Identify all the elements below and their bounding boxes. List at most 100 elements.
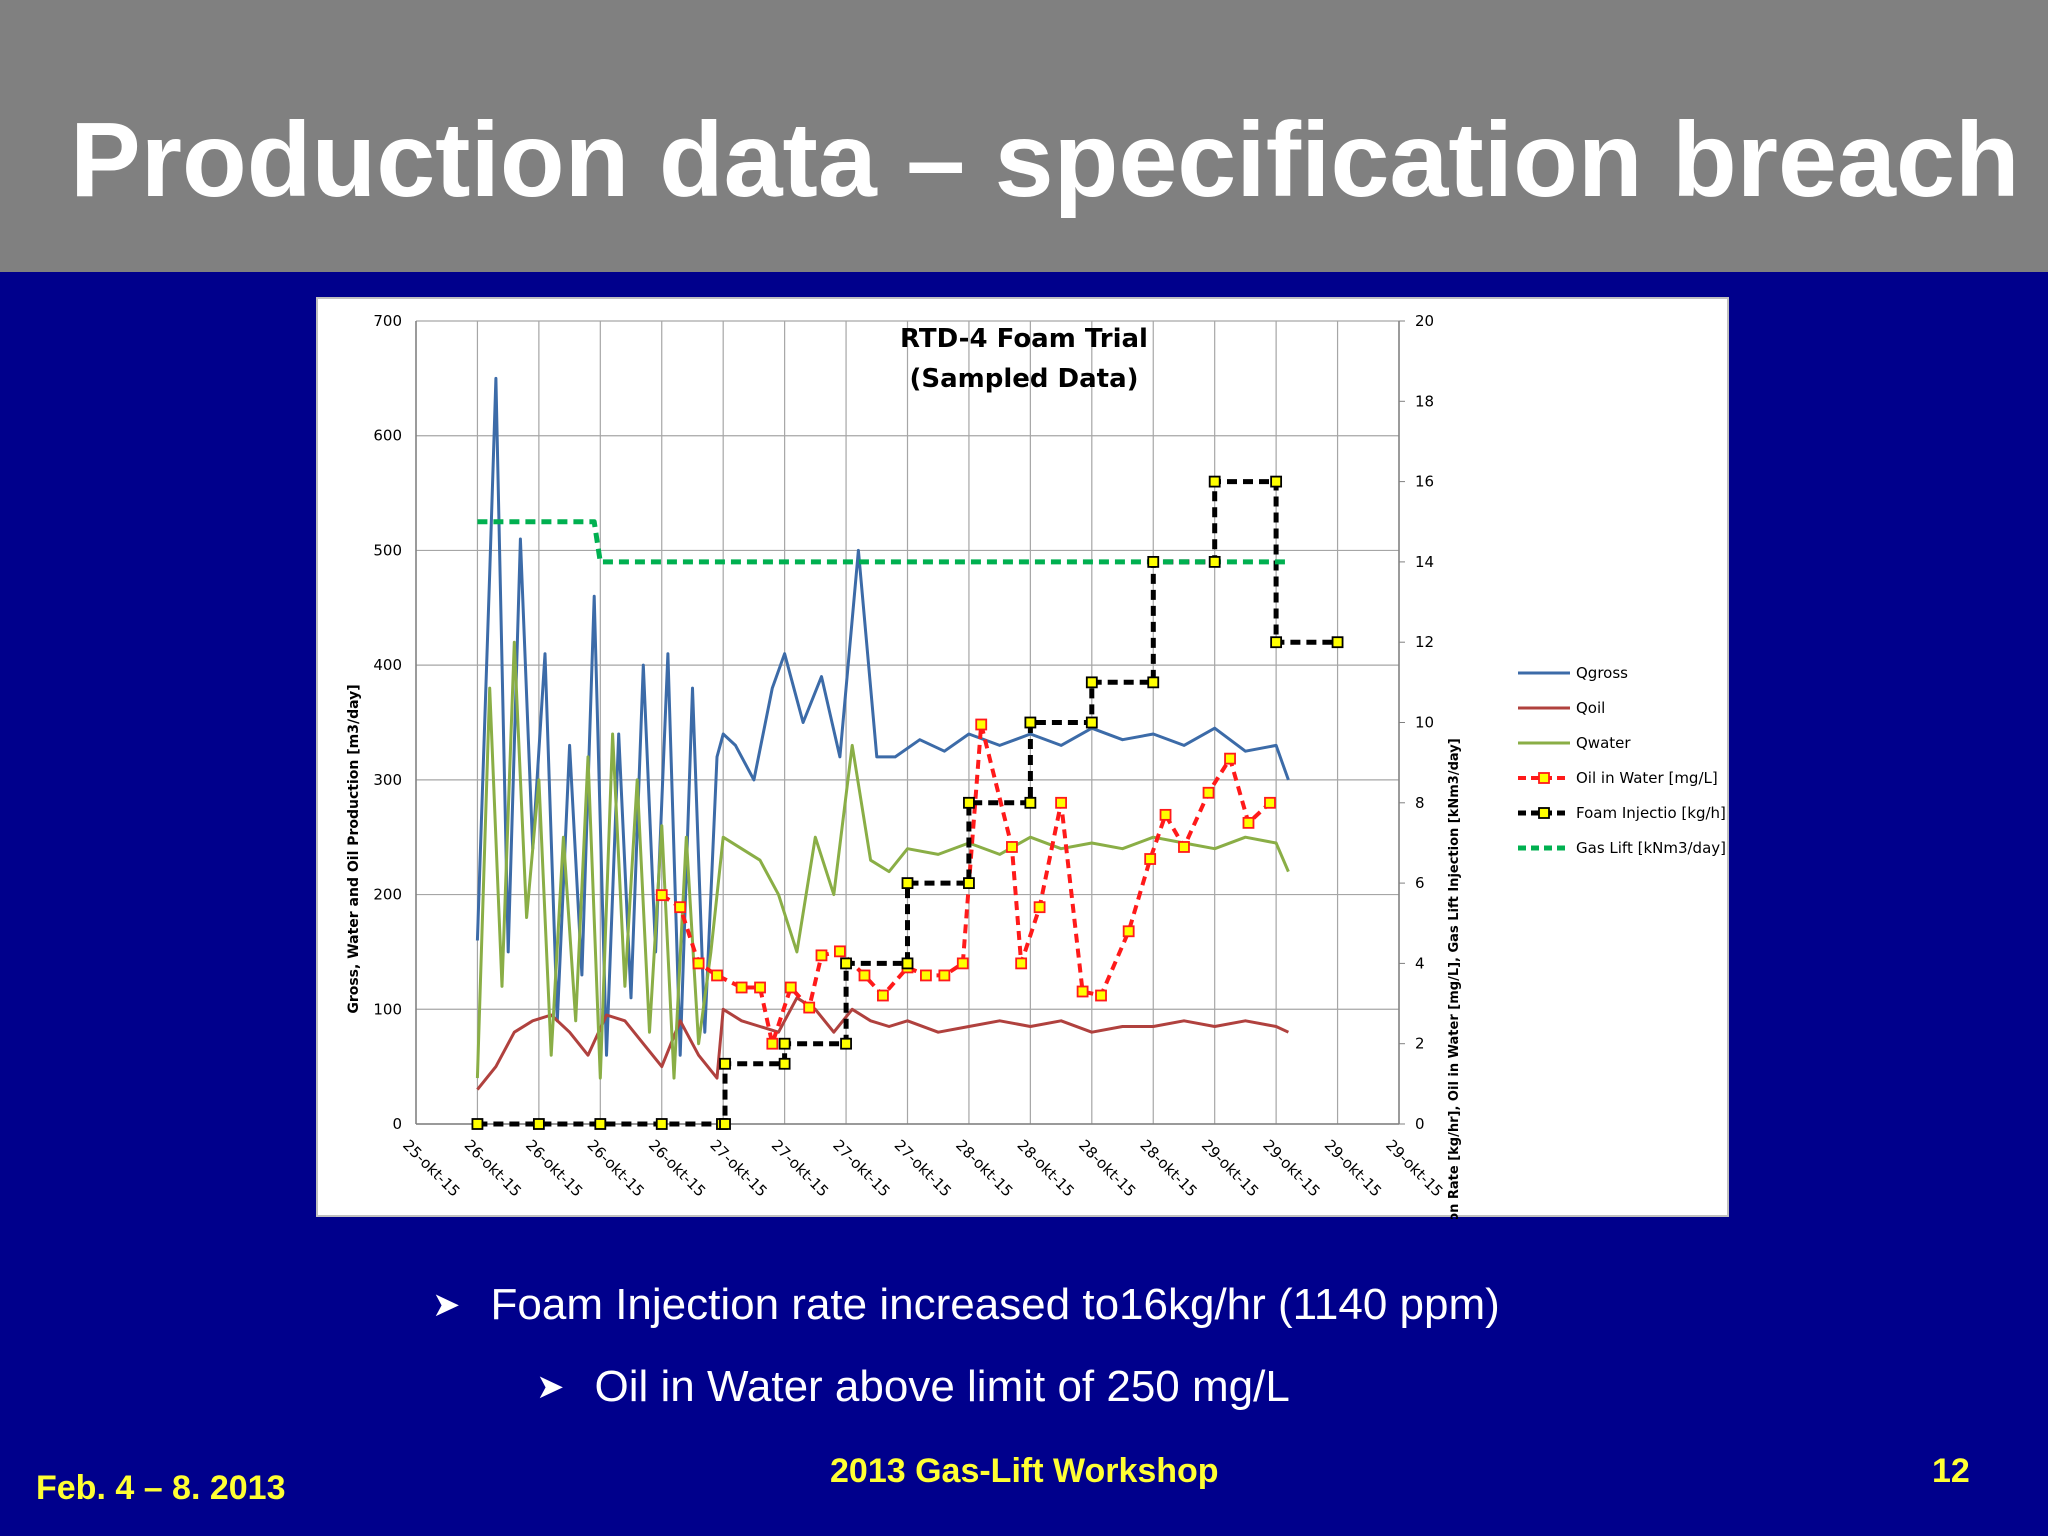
y-tick-label: 0 bbox=[392, 1115, 402, 1133]
data-point-oil-in-water bbox=[1144, 853, 1157, 865]
arrow-bullet-icon: ➤ bbox=[536, 1368, 565, 1406]
data-point-foam-injectio bbox=[901, 877, 914, 889]
x-tick-label: 27-okt-15 bbox=[891, 1136, 955, 1200]
y2-tick-label: 8 bbox=[1415, 794, 1425, 812]
y2-tick-label: 10 bbox=[1415, 714, 1434, 732]
bullet-2: ➤ Oil in Water above limit of 250 mg/L bbox=[536, 1362, 1290, 1412]
data-point-foam-injectio bbox=[840, 957, 852, 970]
x-tick-label: 28-okt-15 bbox=[1136, 1136, 1200, 1200]
y2-tick-label: 16 bbox=[1415, 473, 1434, 491]
y-tick-label: 600 bbox=[373, 427, 402, 445]
footer-event: 2013 Gas-Lift Workshop bbox=[830, 1452, 1219, 1490]
chart-subtitle: (Sampled Data) bbox=[909, 364, 1138, 394]
legend-marker bbox=[1538, 807, 1550, 819]
y-tick-label: 300 bbox=[373, 771, 402, 789]
data-point-foam-injectio bbox=[840, 1037, 852, 1050]
data-point-oil-in-water bbox=[735, 981, 748, 994]
legend-label: Qoil bbox=[1576, 699, 1605, 717]
footer-date: Feb. 4 – 8. 2013 bbox=[36, 1469, 286, 1507]
production-chart: 0 100 200 300 400 500 600 700 0 2 4 6 8 10 12 14 16 18 20 2… bbox=[346, 312, 1726, 1219]
data-point-oil-in-water bbox=[858, 969, 871, 982]
y-tick-label: 200 bbox=[373, 886, 402, 904]
x-tick-label: 28-okt-15 bbox=[1014, 1136, 1078, 1200]
data-point-oil-in-water bbox=[803, 1001, 816, 1014]
x-tick-label: 29-okt-15 bbox=[1198, 1136, 1262, 1200]
grid bbox=[415, 320, 1400, 1125]
data-point-oil-in-water bbox=[938, 969, 951, 982]
data-point-foam-injectio bbox=[1085, 676, 1098, 689]
data-point-oil-in-water bbox=[784, 981, 797, 994]
data-point-foam-injectio bbox=[778, 1057, 791, 1070]
x-tick-label: 28-okt-15 bbox=[1075, 1136, 1139, 1200]
x-tick-label: 27-okt-15 bbox=[706, 1136, 770, 1200]
data-point-foam-injectio bbox=[1270, 475, 1283, 488]
y2-tick-label: 2 bbox=[1415, 1035, 1425, 1053]
data-point-oil-in-water bbox=[1076, 985, 1089, 998]
x-tick-label: 29-okt-15 bbox=[1259, 1136, 1323, 1200]
chart-frame: 0 100 200 300 400 500 600 700 0 2 4 6 8 10 12 14 16 18 20 2… bbox=[316, 297, 1729, 1219]
legend-label: Qwater bbox=[1576, 734, 1631, 752]
y2-tick-label: 0 bbox=[1415, 1115, 1425, 1133]
chart-title: RTD-4 Foam Trial bbox=[900, 324, 1148, 354]
x-tick-label: 25-okt-15 bbox=[399, 1136, 463, 1200]
data-point-oil-in-water bbox=[1015, 957, 1028, 970]
y2-axis-label: Foam Injection Rate [kg/hr], Oil in Wate… bbox=[1447, 738, 1462, 1219]
data-point-foam-injectio bbox=[1270, 636, 1283, 649]
data-point-foam-injectio bbox=[532, 1118, 545, 1130]
data-point-foam-injectio bbox=[778, 1037, 791, 1050]
data-point-oil-in-water bbox=[655, 889, 668, 902]
series-line-qgross bbox=[475, 376, 1290, 1057]
x-tick-label: 29-okt-15 bbox=[1321, 1136, 1385, 1200]
data-point-foam-injectio bbox=[594, 1118, 607, 1130]
legend-label: Qgross bbox=[1576, 664, 1628, 682]
data-point-oil-in-water bbox=[1202, 786, 1215, 799]
data-point-oil-in-water bbox=[1264, 796, 1276, 809]
data-point-foam-injectio bbox=[719, 1057, 731, 1070]
data-point-oil-in-water bbox=[674, 901, 687, 914]
data-point-foam-injectio bbox=[1208, 475, 1221, 488]
x-tick-label: 29-okt-15 bbox=[1382, 1136, 1446, 1200]
arrow-bullet-icon: ➤ bbox=[432, 1286, 461, 1324]
data-point-oil-in-water bbox=[975, 718, 988, 731]
data-point-oil-in-water bbox=[1055, 796, 1067, 809]
x-tick-label: 26-okt-15 bbox=[645, 1136, 709, 1200]
y-tick-label: 100 bbox=[373, 1000, 402, 1018]
data-point-foam-injectio bbox=[1024, 716, 1037, 729]
legend-marker bbox=[1538, 772, 1550, 784]
x-tick-label: 27-okt-15 bbox=[768, 1136, 832, 1200]
data-point-oil-in-water bbox=[877, 989, 889, 1002]
data-point-oil-in-water bbox=[834, 945, 846, 958]
x-tick-label: 26-okt-15 bbox=[583, 1136, 647, 1200]
slide-title: Production data – specification breach bbox=[70, 101, 2020, 219]
series-line-gas-lift bbox=[477, 519, 1289, 565]
data-point-foam-injectio bbox=[1147, 555, 1160, 568]
data-point-oil-in-water bbox=[1006, 841, 1018, 853]
data-point-oil-in-water bbox=[815, 949, 828, 962]
data-point-oil-in-water bbox=[754, 981, 766, 994]
x-tick-label: 27-okt-15 bbox=[829, 1136, 893, 1200]
data-point-foam-injectio bbox=[1085, 716, 1098, 729]
y2-tick-label: 12 bbox=[1415, 633, 1434, 651]
x-tick-label: 26-okt-15 bbox=[461, 1136, 525, 1200]
legend: Qgross Qoil Qwater Oil in Water [mg/L] Foam … bbox=[1518, 664, 1726, 857]
data-point-oil-in-water bbox=[1159, 808, 1172, 821]
data-point-foam-injectio bbox=[719, 1118, 731, 1130]
data-point-oil-in-water bbox=[1095, 989, 1107, 1002]
y2-tick-label: 18 bbox=[1415, 392, 1434, 410]
bullet-text: Oil in Water above limit of 250 mg/L bbox=[594, 1362, 1290, 1411]
y2-tick-label: 20 bbox=[1415, 312, 1434, 330]
y-tick-label: 500 bbox=[373, 541, 402, 559]
data-point-foam-injectio bbox=[1024, 796, 1037, 809]
title-bar: Production data – specification breach bbox=[0, 0, 2048, 272]
data-point-oil-in-water bbox=[692, 957, 705, 970]
data-point-oil-in-water bbox=[956, 957, 969, 970]
legend-label: Foam Injectio [kg/h] bbox=[1576, 804, 1726, 822]
data-point-foam-injectio bbox=[963, 877, 975, 889]
legend-label: Oil in Water [mg/L] bbox=[1576, 769, 1718, 787]
data-point-oil-in-water bbox=[1033, 901, 1046, 914]
y2-tick-label: 4 bbox=[1415, 954, 1425, 972]
series-line-qwater bbox=[475, 640, 1290, 1080]
data-point-foam-injectio bbox=[1331, 636, 1344, 649]
legend-label: Gas Lift [kNm3/day] bbox=[1576, 839, 1726, 857]
data-point-oil-in-water bbox=[711, 969, 723, 982]
